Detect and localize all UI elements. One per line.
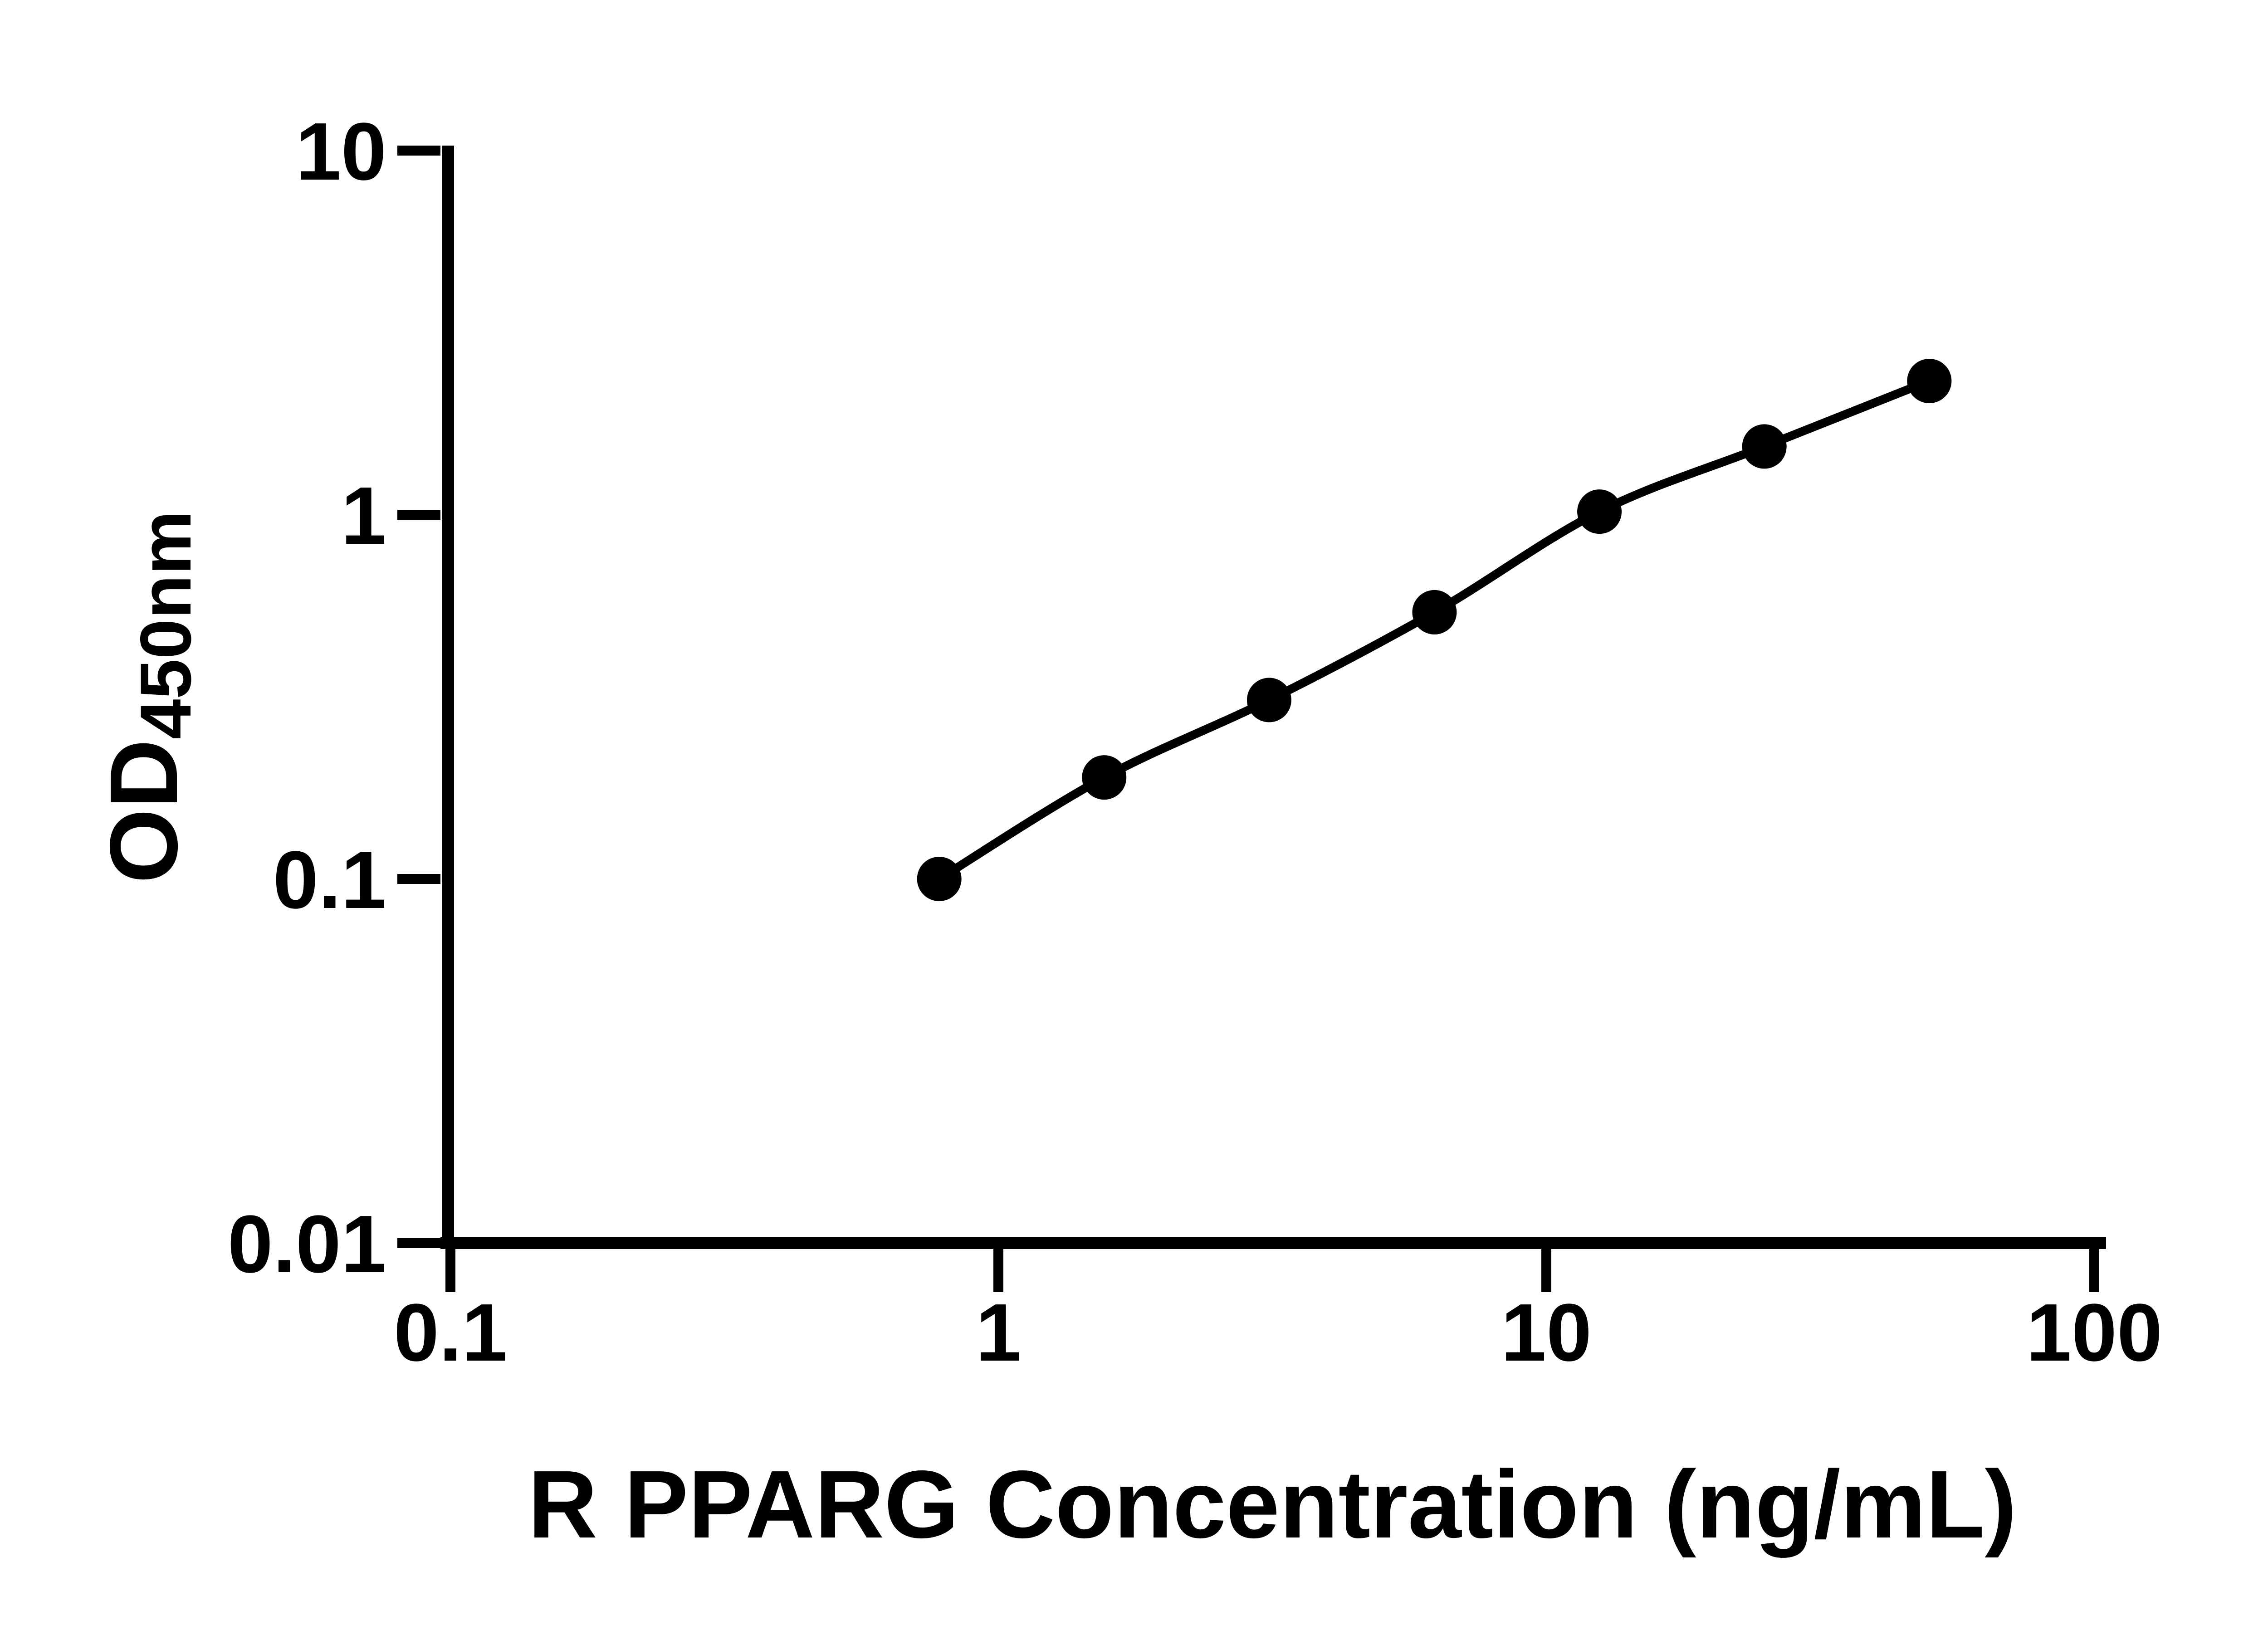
- x-tick-label: 100: [2026, 1287, 2162, 1378]
- y-tick-label: 1: [341, 470, 386, 561]
- data-point: [1246, 678, 1291, 722]
- x-axis-tick: [1541, 1249, 1551, 1292]
- series-layer: [917, 359, 1952, 901]
- y-axis-tick: [397, 874, 440, 884]
- y-axis-title-subscript: 450nm: [125, 511, 206, 739]
- y-axis-tick: [397, 510, 440, 520]
- data-point: [1742, 424, 1787, 469]
- x-axis-line: [440, 1237, 2106, 1249]
- y-tick-label: 0.01: [228, 1199, 386, 1290]
- x-axis-title: R PPARG Concentration (ng/mL): [528, 1450, 2017, 1558]
- y-axis-tick: [397, 146, 440, 156]
- data-point: [1082, 755, 1127, 800]
- data-point: [1907, 359, 1952, 404]
- x-axis-tick: [993, 1249, 1003, 1292]
- data-point: [1577, 489, 1622, 534]
- y-tick-label: 0.1: [273, 835, 386, 926]
- data-point: [1412, 590, 1457, 634]
- data-point: [917, 857, 962, 901]
- x-tick-label: 10: [1501, 1287, 1592, 1378]
- x-axis-tick: [445, 1249, 455, 1292]
- y-axis-line: [442, 146, 454, 1249]
- y-axis-title-main: OD: [90, 739, 197, 883]
- y-axis-title: OD450nm: [90, 511, 206, 883]
- x-tick-label: 0.1: [394, 1287, 507, 1378]
- x-tick-label: 1: [976, 1287, 1021, 1378]
- x-axis-tick: [2089, 1249, 2099, 1292]
- y-tick-label: 10: [296, 106, 386, 197]
- y-axis-tick: [397, 1238, 440, 1248]
